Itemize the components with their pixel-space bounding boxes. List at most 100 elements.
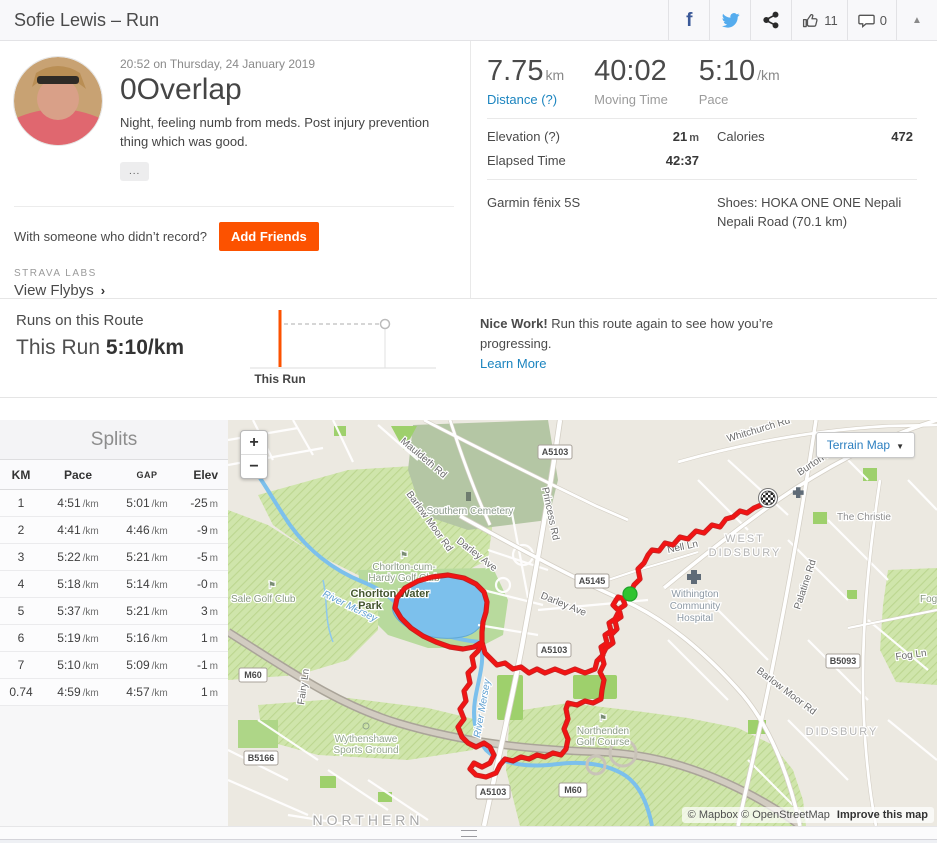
svg-text:DIDSBURY: DIDSBURY	[709, 547, 782, 559]
svg-text:Park: Park	[358, 600, 383, 612]
start-marker	[622, 586, 638, 602]
labs-label: STRAVA LABS	[14, 268, 97, 279]
tag-friends-row: With someone who didn’t record? Add Frie…	[14, 206, 454, 251]
primary-stats: 7.75 km Distance (?) 40:02 Moving Time 5:…	[487, 55, 921, 107]
stats-column: 7.75 km Distance (?) 40:02 Moving Time 5:…	[470, 41, 937, 298]
kudos-count: 11	[824, 12, 838, 28]
svg-text:⚑: ⚑	[400, 550, 408, 560]
calories-value: 472	[891, 129, 913, 144]
elevation-label-link[interactable]: Elevation (?)	[487, 129, 560, 144]
route-map[interactable]: A5103 A5103 A5103 A5145 B5093 B5166 M60 …	[228, 420, 937, 826]
svg-text:Community: Community	[670, 601, 721, 612]
svg-text:Hospital: Hospital	[677, 613, 713, 624]
road-shields: A5103 A5103 A5103 A5145 B5093 B5166 M60 …	[238, 444, 861, 800]
facebook-share-button[interactable]: f	[668, 0, 709, 40]
map-zoom-control: + −	[240, 430, 268, 479]
svg-text:⚑: ⚑	[268, 580, 276, 590]
view-flybys-link[interactable]: View Flybys ›	[14, 282, 106, 299]
splits-panel: Splits KM Pace GAP Elev 1 4:51/km 5:01/k…	[0, 420, 228, 826]
svg-text:NORTHERN: NORTHERN	[312, 812, 423, 826]
activity-details-column: 20:52 on Thursday, 24 January 2019 0Over…	[0, 41, 470, 299]
svg-text:Fog: Fog	[920, 594, 937, 605]
runs-on-route-section: Runs on this Route This Run 5:10/km This…	[0, 298, 937, 398]
strava-labs-block: STRAVA LABS View Flybys ›	[14, 268, 454, 299]
splits-and-map: Splits KM Pace GAP Elev 1 4:51/km 5:01/k…	[0, 420, 937, 826]
avatar-image	[14, 57, 102, 145]
split-row-7[interactable]: 7 5:10/km 5:09/km -1 m	[0, 652, 228, 679]
chevron-right-icon: ›	[100, 283, 106, 298]
twitter-share-button[interactable]	[709, 0, 750, 40]
zoom-out-button[interactable]: −	[241, 454, 267, 478]
svg-text:A5103: A5103	[542, 447, 569, 457]
map-style-dropdown[interactable]: Terrain Map ▼	[815, 432, 915, 458]
elapsed-value: 42:37	[665, 153, 699, 168]
collapse-icon: ▲	[912, 14, 922, 26]
learn-more-link[interactable]: Learn More	[480, 356, 547, 371]
svg-text:A5103: A5103	[480, 787, 507, 797]
osm-link[interactable]: © OpenStreetMap	[741, 809, 830, 821]
stat-distance: 7.75 km Distance (?)	[487, 55, 565, 107]
resize-handle[interactable]	[460, 829, 477, 837]
improve-map-link[interactable]: Improve this map	[836, 809, 928, 821]
cemetery-area	[408, 420, 558, 530]
svg-text:M60: M60	[244, 670, 262, 680]
thumbs-up-icon	[803, 13, 818, 27]
comment-icon	[858, 14, 875, 28]
map-attribution: © Mapbox © OpenStreetMap Improve this ma…	[681, 807, 934, 823]
activity-summary: 20:52 on Thursday, 24 January 2019 0Over…	[0, 41, 937, 299]
activity-title: 0Overlap	[120, 73, 242, 106]
secondary-stats: Elevation (?) 21 m Calories 472 Elapsed T…	[487, 129, 921, 168]
map-canvas: A5103 A5103 A5103 A5145 B5093 B5166 M60 …	[228, 420, 937, 826]
page-bottom-gutter	[0, 840, 937, 843]
svg-text:Southern Cemetery: Southern Cemetery	[427, 506, 514, 517]
activity-header: Sofie Lewis – Run f 11	[0, 0, 937, 41]
svg-text:M60: M60	[564, 785, 582, 795]
collapse-header-button[interactable]: ▲	[896, 0, 937, 40]
gear-divider	[487, 179, 917, 180]
finish-marker	[758, 488, 778, 508]
activity-timestamp: 20:52 on Thursday, 24 January 2019	[120, 57, 316, 71]
stat-moving-time: 40:02 Moving Time	[594, 55, 668, 107]
device-name: Garmin fēnix 5S	[487, 195, 581, 210]
comments-button[interactable]: 0	[846, 0, 896, 40]
shoes-name[interactable]: Shoes: HOKA ONE ONE Nepali Nepali Road (…	[717, 195, 902, 229]
add-friends-button[interactable]: Add Friends	[218, 222, 319, 251]
splits-title: Splits	[0, 420, 228, 460]
svg-text:Chorlton-cum-: Chorlton-cum-	[372, 562, 435, 573]
fog-lane-park-area	[880, 568, 937, 685]
kudos-button[interactable]: 11	[791, 0, 847, 40]
svg-text:⚑: ⚑	[599, 713, 607, 723]
svg-text:Sports Ground: Sports Ground	[333, 745, 398, 756]
elapsed-label: Elapsed Time	[487, 153, 566, 168]
svg-text:DIDSBURY: DIDSBURY	[806, 726, 879, 738]
mapbox-link[interactable]: © Mapbox	[687, 809, 738, 821]
route-pace-chart[interactable]: This Run	[250, 307, 450, 391]
svg-text:A5145: A5145	[579, 576, 606, 586]
split-row-1[interactable]: 1 4:51/km 5:01/km -25 m	[0, 490, 228, 517]
share-icon	[763, 11, 779, 29]
svg-text:B5093: B5093	[830, 656, 857, 666]
nice-work-callout: Nice Work! Run this route again to see h…	[480, 314, 790, 374]
split-row-2[interactable]: 2 4:41/km 4:46/km -9 m	[0, 517, 228, 544]
page-title: Sofie Lewis – Run	[14, 9, 160, 30]
splits-header-row: KM Pace GAP Elev	[0, 460, 228, 490]
elevation-value: 21 m	[672, 129, 699, 144]
svg-text:The Christie: The Christie	[837, 512, 891, 523]
more-options-button[interactable]: ...	[120, 161, 150, 181]
split-row-4[interactable]: 4 5:18/km 5:14/km -0 m	[0, 571, 228, 598]
split-row-3[interactable]: 3 5:22/km 5:21/km -5 m	[0, 544, 228, 571]
svg-text:Northenden: Northenden	[577, 726, 629, 737]
route-section-heading: Runs on this Route	[16, 312, 144, 329]
athlete-avatar[interactable]	[14, 57, 102, 145]
chart-axis-label: This Run	[254, 372, 305, 386]
comment-count: 0	[879, 12, 887, 28]
zoom-in-button[interactable]: +	[249, 433, 259, 451]
panel-resize-strip	[0, 826, 937, 840]
distance-label-link[interactable]: Distance (?)	[487, 92, 558, 107]
share-button[interactable]	[750, 0, 791, 40]
friends-prompt: With someone who didn’t record?	[14, 229, 207, 244]
